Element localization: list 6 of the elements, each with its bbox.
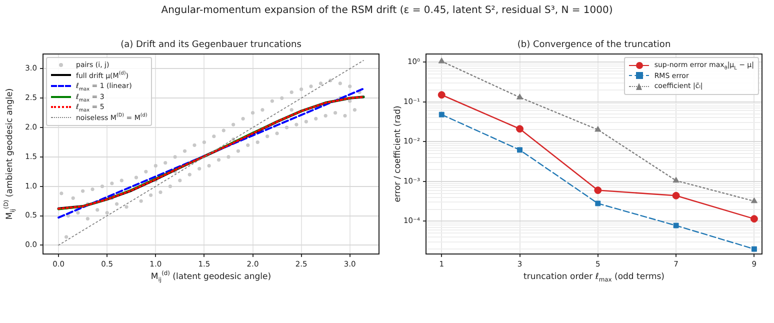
x-axis-title: M$_{ij}$$^{(d)}$ (latent geodesic angle): [150, 270, 272, 284]
chart-subtitle: (a) Drift and its Gegenbauer truncations: [120, 40, 302, 50]
y-axis-title: error / coefficient (rad): [393, 106, 403, 202]
chart-title: Angular-momentum expansion of the RSM drift (ε = 0.45, latent S², residual S³, N = 1000): [161, 5, 613, 16]
x-axis-title: truncation order ℓ$_{max}$ (odd terms): [524, 272, 664, 284]
chart-title: (b) Convergence of the truncation: [517, 40, 671, 50]
